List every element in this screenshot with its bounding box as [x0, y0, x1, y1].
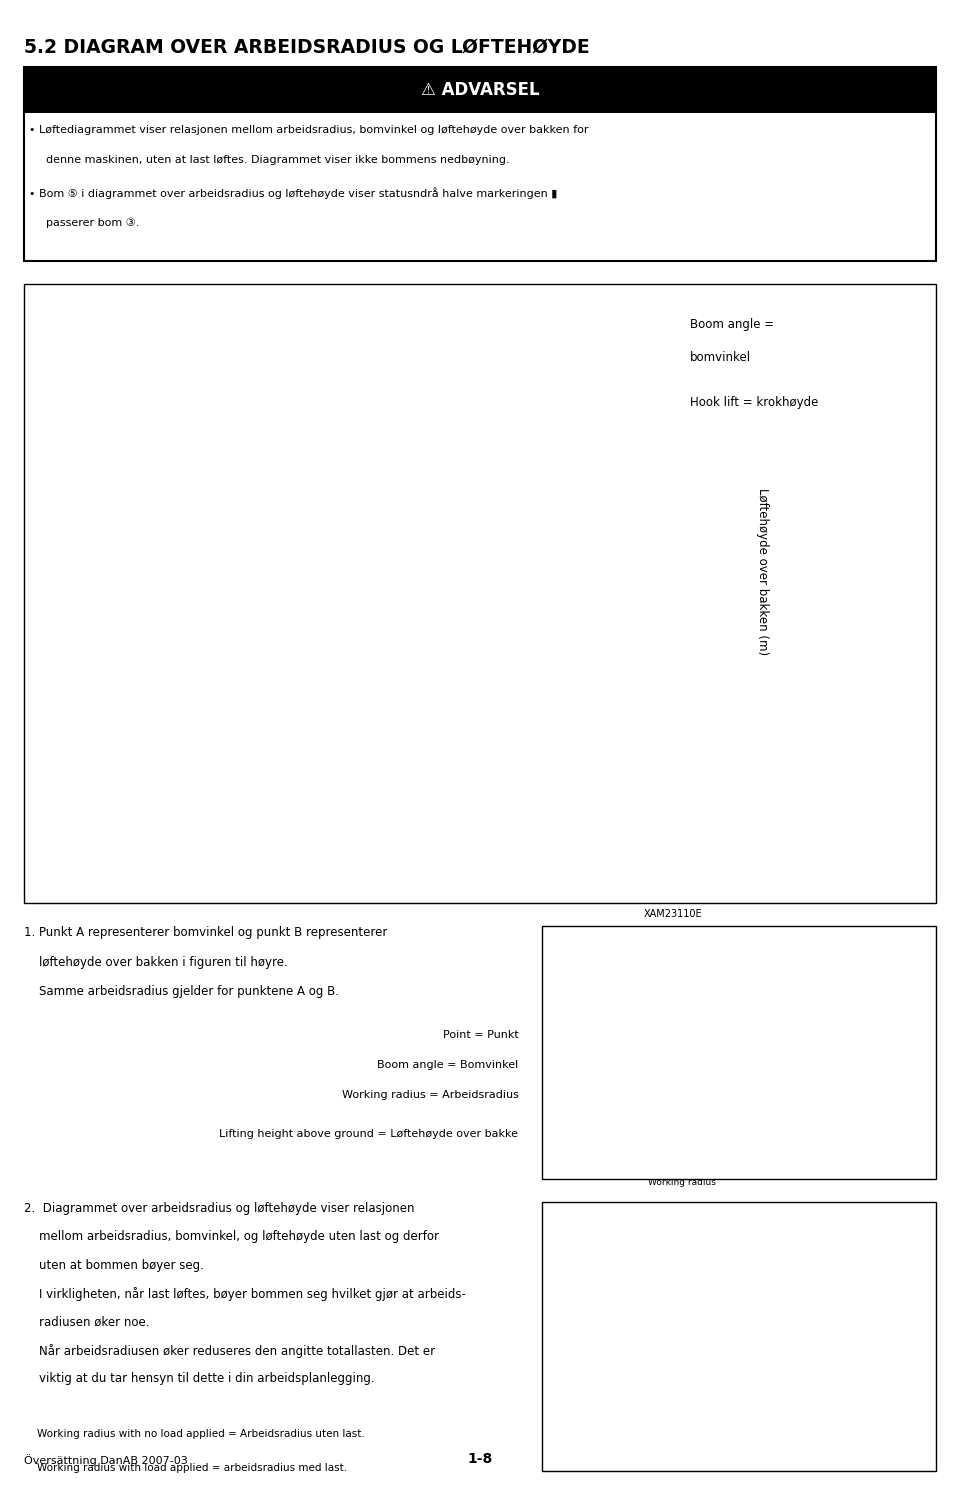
Text: Hook lift = krokhøyde: Hook lift = krokhøyde: [690, 396, 819, 409]
Text: 1. Punkt A representerer bomvinkel og punkt B representerer: 1. Punkt A representerer bomvinkel og pu…: [24, 926, 388, 939]
Text: 2: 2: [116, 605, 123, 615]
Text: mellom arbeidsradius, bomvinkel, og løftehøyde uten last og derfor: mellom arbeidsradius, bomvinkel, og løft…: [24, 1230, 439, 1244]
Text: Hook  lift: Hook lift: [202, 452, 221, 494]
Text: Boom angle =: Boom angle =: [690, 318, 775, 331]
Text: 7.82: 7.82: [445, 882, 466, 891]
Text: 40°: 40°: [544, 488, 561, 497]
Text: 70°: 70°: [252, 508, 269, 518]
Text: uten at bommen bøyer seg.: uten at bommen bøyer seg.: [24, 1259, 204, 1272]
Text: Working radius = Arbeidsradius: Working radius = Arbeidsradius: [342, 1090, 518, 1100]
Text: Working radius with no load applied = Arbeidsradius uten last.: Working radius with no load applied = Ar…: [24, 1429, 365, 1439]
Text: Point = Punkt: Point = Punkt: [443, 1030, 518, 1041]
Text: 20°: 20°: [590, 618, 608, 627]
Text: 9.99: 9.99: [540, 882, 560, 891]
Text: 0°: 0°: [585, 755, 596, 766]
Text: denne maskinen, uten at last løftes. Diagrammet viser ikke bommens nedbøyning.: denne maskinen, uten at last løftes. Dia…: [46, 155, 510, 164]
Bar: [749, 1060, 768, 1072]
Text: passerer bom ③.: passerer bom ③.: [46, 218, 139, 227]
Text: Översättning DanAB 2007-03: Översättning DanAB 2007-03: [24, 1454, 188, 1466]
Text: 80°: 80°: [160, 642, 178, 652]
Text: XAM02840E: XAM02840E: [870, 1444, 924, 1453]
Text: I virkligheten, når last løftes, bøyer bommen seg hvilket gjør at arbeids-: I virkligheten, når last løftes, bøyer b…: [24, 1287, 466, 1300]
Text: • Bom ⑤ i diagrammet over arbeidsradius og løftehøyde viser statusndrå halve mar: • Bom ⑤ i diagrammet over arbeidsradius …: [29, 188, 557, 200]
Text: 3: 3: [116, 490, 123, 500]
Text: Hook  lift: Hook lift: [471, 594, 507, 629]
Text: Working radius: Working radius: [648, 1178, 715, 1187]
Text: Point B: Point B: [762, 1041, 841, 1060]
Text: ⚠ ADVARSEL: ⚠ ADVARSEL: [420, 81, 540, 99]
Text: Hook  lift: Hook lift: [382, 551, 414, 588]
Text: angle: angle: [455, 378, 480, 405]
Text: 30°: 30°: [590, 549, 607, 560]
Text: Lifting height
above ground: Lifting height above ground: [793, 1079, 855, 1099]
Text: viktig at du tar hensyn til dette i din arbeidsplanlegging.: viktig at du tar hensyn til dette i din …: [24, 1372, 374, 1386]
Bar: [708, 1353, 727, 1363]
Text: 50°: 50°: [480, 434, 497, 445]
Text: Hook  lift: Hook lift: [310, 509, 338, 548]
Text: Working radius with no load applied: Working radius with no load applied: [555, 1239, 718, 1248]
Text: Working radius with load applied = arbeidsradius med last.: Working radius with load applied = arbei…: [24, 1463, 348, 1472]
Text: Lifting height above ground = Løftehøyde over bakke: Lifting height above ground = Løftehøyde…: [220, 1129, 518, 1139]
Text: 3.37: 3.37: [252, 882, 272, 891]
Text: 5.2 DIAGRAM OVER ARBEIDSRADIUS OG LØFTEHØYDE: 5.2 DIAGRAM OVER ARBEIDSRADIUS OG LØFTEH…: [24, 37, 589, 57]
Text: Boom angle = Bomvinkel: Boom angle = Bomvinkel: [377, 1060, 518, 1070]
Text: Løftehøyde over bakken (m): Løftehøyde over bakken (m): [756, 488, 769, 655]
Text: Working radius with load applied: Working radius with load applied: [555, 1320, 704, 1329]
Text: 1-8: 1-8: [468, 1453, 492, 1466]
Text: Point A: Point A: [762, 1008, 841, 1024]
Text: XAM23110E: XAM23110E: [644, 909, 703, 920]
Text: 12.16: 12.16: [632, 882, 657, 891]
Text: 60°: 60°: [406, 391, 423, 402]
Text: løftehøyde over bakken i figuren til høyre.: løftehøyde over bakken i figuren til høy…: [24, 956, 288, 969]
Text: • Løftediagrammet viser relasjonen mellom arbeidsradius, bomvinkel og løftehøyde: • Løftediagrammet viser relasjonen mello…: [29, 125, 588, 134]
Text: 2.  Diagrammet over arbeidsradius og løftehøyde viser relasjonen: 2. Diagrammet over arbeidsradius og løft…: [24, 1202, 415, 1215]
X-axis label: Arbeidsradius (m): Arbeidsradius (m): [342, 884, 454, 896]
Text: 1: 1: [116, 711, 123, 721]
Text: Hook  lift: Hook lift: [252, 475, 276, 515]
Text: bomvinkel: bomvinkel: [690, 351, 752, 364]
Text: Samme arbeidsradius gjelder for punktene A og B.: Samme arbeidsradius gjelder for punktene…: [24, 985, 339, 999]
Text: 10°: 10°: [590, 690, 607, 700]
Text: Boom: Boom: [428, 349, 454, 378]
Text: 5.68: 5.68: [352, 882, 372, 891]
Text: Når arbeidsradiusen øker reduseres den angitte totallasten. Det er: Når arbeidsradiusen øker reduseres den a…: [24, 1344, 435, 1357]
Text: Boom angle: Boom angle: [616, 1172, 670, 1181]
Text: 4: 4: [116, 394, 123, 405]
Bar: [745, 1365, 764, 1375]
Text: XAM02830E: XAM02830E: [869, 1153, 924, 1162]
Text: radiusen øker noe.: radiusen øker noe.: [24, 1315, 150, 1329]
